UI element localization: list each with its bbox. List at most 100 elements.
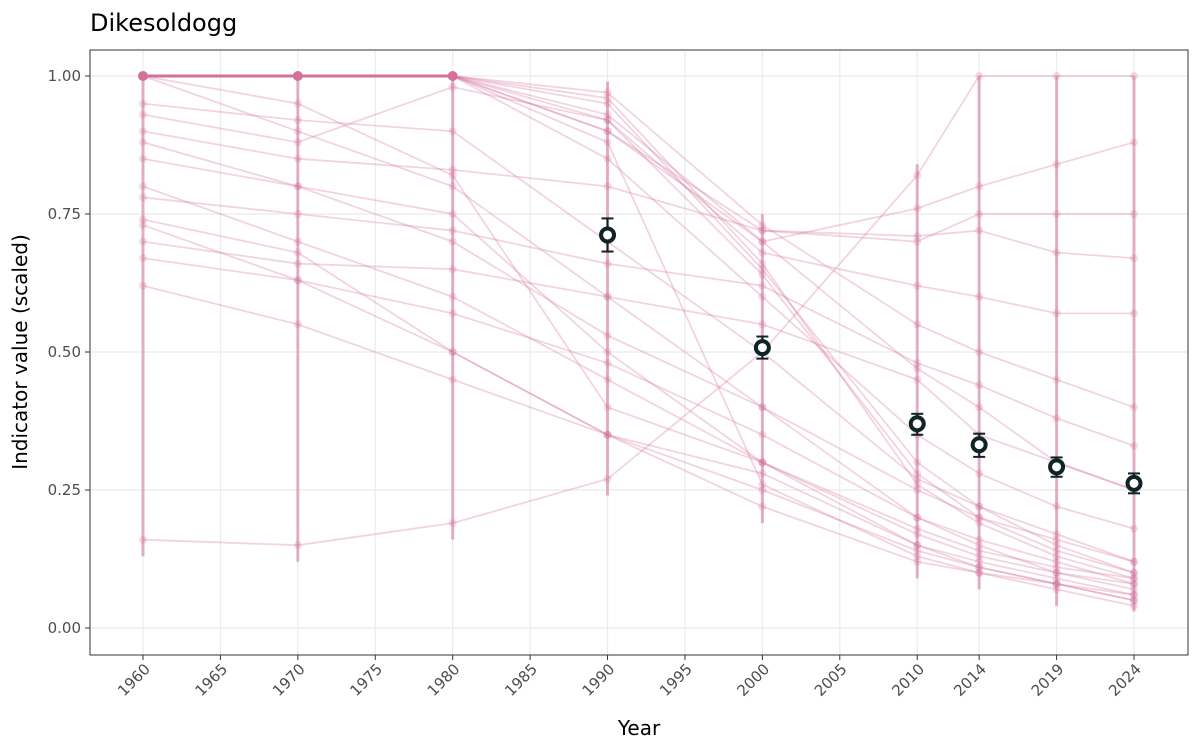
series-point	[1052, 541, 1061, 550]
series-line-s3	[142, 185, 1135, 596]
series-point	[1130, 601, 1138, 610]
series-point	[603, 348, 612, 356]
series-line-s16	[142, 157, 1135, 580]
series-point	[603, 474, 612, 483]
x-tick-label: 1980	[424, 660, 464, 700]
series-point	[913, 237, 922, 246]
series-point	[1130, 590, 1138, 599]
series-point	[1052, 210, 1061, 218]
series-point	[758, 320, 767, 329]
series-point	[1130, 574, 1138, 583]
mean-point	[908, 415, 926, 433]
series-point	[293, 127, 302, 136]
series-point	[1130, 574, 1138, 583]
series-point	[1052, 557, 1061, 566]
series-point	[913, 557, 922, 566]
x-tick-label: 2019	[1028, 660, 1068, 700]
series-point	[758, 259, 767, 268]
series-point	[293, 259, 302, 268]
series-point	[1052, 160, 1061, 169]
series-point	[1052, 502, 1061, 511]
series-point	[758, 270, 767, 279]
series-line-s19	[142, 75, 1135, 585]
series-point	[603, 127, 612, 136]
series-point	[139, 182, 147, 191]
x-tick-label: 2024	[1105, 660, 1145, 700]
x-axis-label: Year	[617, 716, 661, 740]
series-point	[1052, 530, 1061, 539]
series-line-s22	[142, 224, 1135, 607]
reference-point	[447, 71, 458, 81]
series-point	[1130, 210, 1138, 218]
series-point	[603, 116, 612, 125]
reference-point	[292, 71, 303, 81]
mean-point	[599, 226, 617, 244]
series-line-s14	[142, 240, 1135, 491]
series-point	[448, 348, 457, 356]
x-tick-label: 1995	[656, 660, 696, 700]
series-point	[758, 458, 767, 467]
series-point	[758, 237, 767, 246]
series-point	[293, 276, 302, 285]
series-point	[293, 237, 302, 246]
series-point	[913, 541, 922, 550]
x-tick-label: 1965	[192, 660, 232, 700]
series-point	[293, 154, 302, 163]
series-line-s2	[142, 75, 1135, 591]
series-point	[913, 552, 922, 561]
series-point	[975, 502, 984, 511]
series-point	[975, 519, 984, 528]
y-tick-label: 0.50	[48, 343, 81, 361]
series-point	[1052, 568, 1061, 577]
series-point	[1052, 585, 1061, 594]
series-point	[1130, 441, 1138, 450]
series-point	[603, 259, 612, 268]
series-point	[448, 210, 457, 218]
reference-points	[138, 71, 458, 81]
series-point	[913, 513, 922, 522]
series-point	[1130, 309, 1138, 318]
x-tick-label: 1970	[269, 660, 309, 700]
series-point	[603, 430, 612, 439]
series-point	[603, 430, 612, 439]
series-line-s20	[142, 141, 1135, 563]
series-point	[758, 480, 767, 489]
series-point	[913, 359, 922, 368]
series-point	[758, 486, 767, 494]
x-tick-label: 1985	[501, 660, 541, 700]
series-point	[139, 154, 147, 163]
series-point	[293, 182, 302, 191]
series-point	[448, 127, 457, 136]
series-point	[975, 568, 984, 577]
series-point	[975, 568, 984, 577]
series-point	[1130, 568, 1138, 577]
series-point	[758, 403, 767, 412]
series-point	[139, 281, 147, 290]
series-point	[603, 99, 612, 108]
mean-point	[970, 436, 988, 454]
series-point	[913, 281, 922, 290]
series-point	[293, 210, 302, 218]
series-point	[1052, 546, 1061, 555]
series-point	[448, 165, 457, 174]
reference-point	[138, 71, 148, 81]
series-point	[913, 375, 922, 384]
series-point	[293, 541, 302, 550]
series-line-s6	[142, 284, 1135, 596]
series-point	[293, 320, 302, 329]
series-point	[1052, 574, 1061, 583]
series-line-s4	[142, 218, 1135, 602]
series-line-s18	[142, 196, 1135, 447]
series-point	[913, 469, 922, 478]
x-tick-label: 1990	[579, 660, 619, 700]
series-point	[603, 430, 612, 439]
series-point	[913, 204, 922, 213]
series-point	[293, 99, 302, 108]
series-line-s13	[143, 75, 1135, 409]
series-point	[293, 182, 302, 191]
series-point	[1130, 579, 1138, 588]
series-point	[1130, 596, 1138, 605]
series-point	[448, 309, 457, 318]
series-point	[758, 292, 767, 301]
series-point	[1052, 309, 1061, 318]
